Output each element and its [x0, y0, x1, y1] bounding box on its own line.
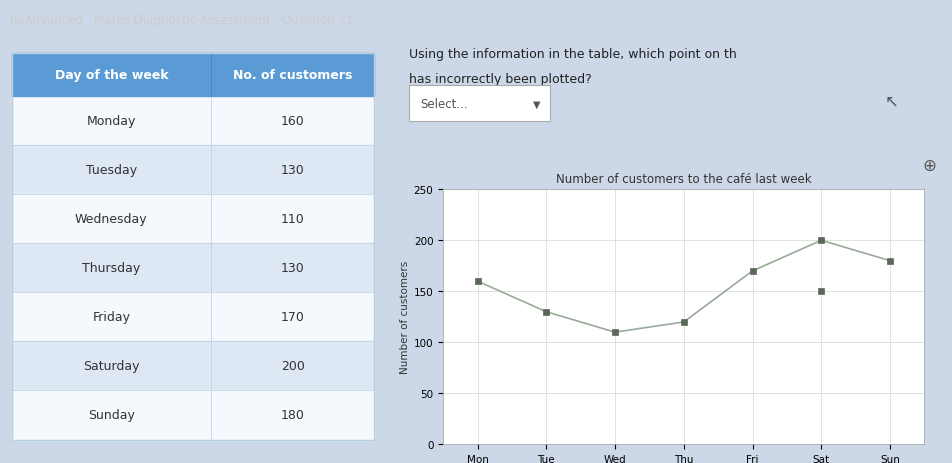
Text: has incorrectly been plotted?: has incorrectly been plotted?	[408, 73, 591, 86]
Text: 130: 130	[281, 163, 305, 177]
Bar	[11, 293, 374, 342]
Text: 160: 160	[281, 115, 305, 128]
Text: Using the information in the table, which point on th: Using the information in the table, whic…	[408, 48, 736, 61]
Bar	[11, 342, 374, 391]
Text: 130: 130	[281, 262, 305, 275]
Text: Sunday: Sunday	[88, 408, 134, 422]
Bar	[11, 194, 374, 244]
Bar	[11, 54, 374, 97]
Text: Tuesday: Tuesday	[86, 163, 137, 177]
Text: 110: 110	[281, 213, 305, 225]
Text: Select...: Select...	[420, 98, 467, 111]
Y-axis label: Number of customers: Number of customers	[399, 261, 409, 374]
Text: 170: 170	[281, 311, 305, 324]
Title: Number of customers to the café last week: Number of customers to the café last wee…	[555, 173, 811, 186]
Text: Thursday: Thursday	[82, 262, 140, 275]
Text: 180: 180	[281, 408, 305, 422]
Text: Saturday: Saturday	[83, 360, 139, 373]
FancyBboxPatch shape	[408, 86, 550, 122]
Text: Day of the week: Day of the week	[54, 69, 168, 82]
Bar	[11, 244, 374, 293]
Bar	[11, 146, 374, 194]
Text: Friday: Friday	[92, 311, 130, 324]
Text: Wednesday: Wednesday	[75, 213, 148, 225]
Bar	[11, 391, 374, 439]
Text: ▼: ▼	[532, 99, 540, 109]
Text: 200: 200	[281, 360, 305, 373]
Text: No. of customers: No. of customers	[233, 69, 352, 82]
Bar	[11, 97, 374, 146]
Text: Monday: Monday	[87, 115, 136, 128]
Text: ⊕: ⊕	[922, 156, 935, 174]
Text: neAdvanced   Maths Diagnostic Assessment   Question 11: neAdvanced Maths Diagnostic Assessment Q…	[10, 14, 352, 27]
Text: ↖: ↖	[884, 93, 898, 110]
